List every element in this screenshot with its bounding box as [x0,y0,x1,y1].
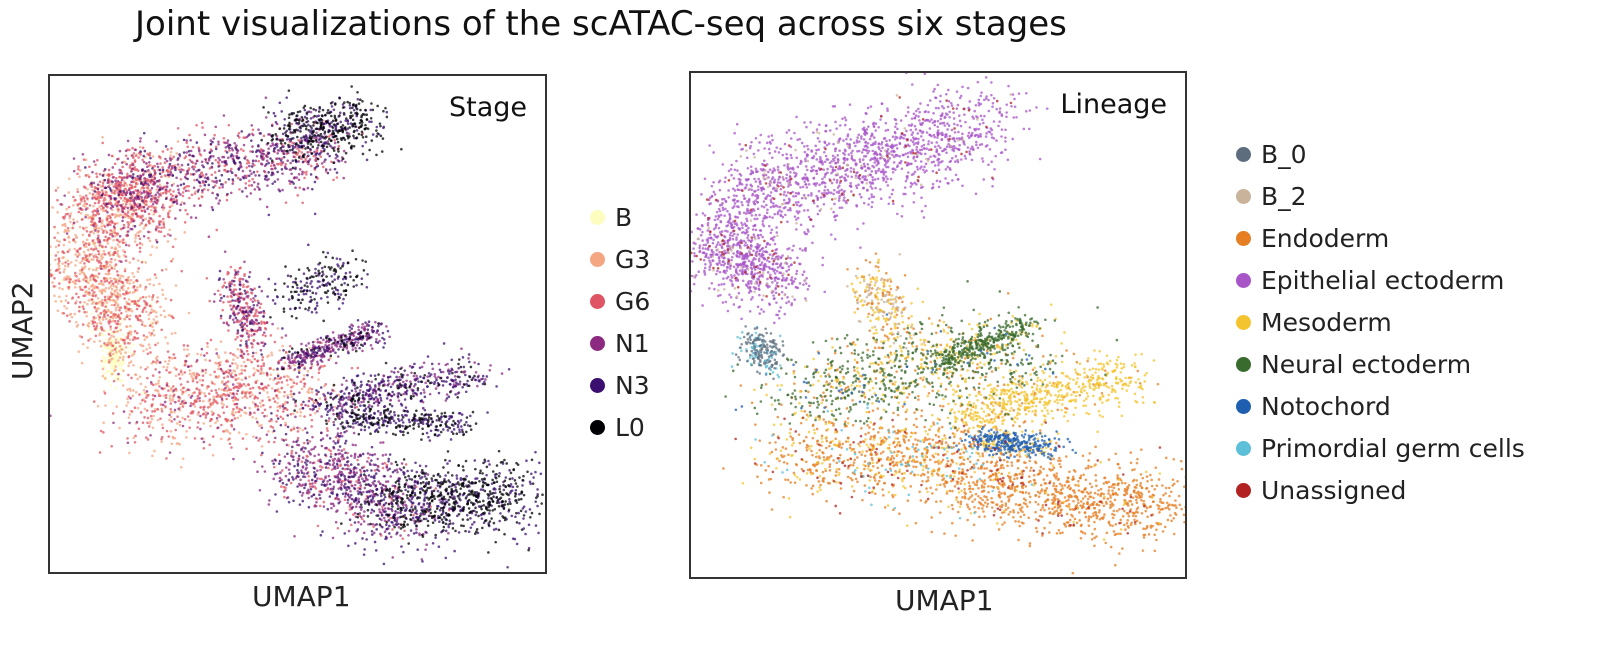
stage-y-axis-label: UMAP2 [6,281,39,380]
legend-swatch [590,251,605,267]
legend-label: N3 [615,370,650,400]
legend-label: L0 [615,412,645,442]
legend-item-neural-ectoderm: Neural ectoderm [1236,343,1525,385]
legend-label: Unassigned [1261,475,1407,505]
legend-item-endoderm: Endoderm [1236,217,1525,259]
stage-series-n1 [50,96,504,561]
lineage-series-mesoderm [741,258,1162,541]
lineage-x-axis-label: UMAP1 [895,584,994,617]
legend-item-unassigned: Unassigned [1236,469,1525,511]
legend-label: B [615,202,633,232]
legend-label: Notochord [1261,391,1391,421]
legend-swatch [590,419,605,435]
stage-umap-panel: Stage [48,74,547,574]
legend-swatch [1236,482,1251,498]
legend-item-b-2: B_2 [1236,175,1525,217]
legend-label: Endoderm [1261,223,1390,253]
legend-swatch [590,293,605,309]
legend-label: G3 [615,244,651,274]
lineage-series-b-2 [692,93,1012,350]
legend-label: B_0 [1261,139,1307,169]
lineage-umap-plot [691,73,1185,575]
legend-swatch [590,209,605,225]
legend-item-mesoderm: Mesoderm [1236,301,1525,343]
figure-title: Joint visualizations of the scATAC-seq a… [135,4,1067,44]
legend-item-notochord: Notochord [1236,385,1525,427]
lineage-series-unassigned [691,96,1162,535]
lineage-panel-label: Lineage [1060,89,1167,120]
stage-series-l0 [260,85,545,554]
legend-item-epithelial-ectoderm: Epithelial ectoderm [1236,259,1525,301]
legend-label: B_2 [1261,181,1307,211]
legend-swatch [1236,230,1251,246]
legend-item-b-0: B_0 [1236,133,1525,175]
legend-label: Neural ectoderm [1261,349,1472,379]
lineage-series-neural-ectoderm [724,280,1119,429]
lineage-legend: B_0 B_2 Endoderm Epithelial ectoderm Mesoder… [1236,133,1525,511]
legend-item-n1: N1 [590,322,650,364]
legend-item-l0: L0 [590,406,650,448]
legend-swatch [1236,146,1251,162]
legend-swatch [1236,398,1251,414]
lineage-series-endoderm [722,252,1185,575]
legend-item-n3: N3 [590,364,650,406]
legend-swatch [590,377,605,393]
legend-item-primordial-germ-cells: Primordial germ cells [1236,427,1525,469]
legend-item-g3: G3 [590,238,650,280]
legend-item-g6: G6 [590,280,650,322]
stage-panel-label: Stage [448,92,527,123]
legend-label: Mesoderm [1261,307,1392,337]
legend-item-b: B [590,196,650,238]
lineage-series-b-0 [734,325,786,381]
legend-label: G6 [615,286,651,316]
legend-label: Epithelial ectoderm [1261,265,1505,295]
legend-label: Primordial germ cells [1261,433,1525,463]
legend-swatch [590,335,605,351]
legend-swatch [1236,356,1251,372]
legend-swatch [1236,314,1251,330]
lineage-umap-panel: Lineage [689,71,1187,579]
legend-swatch [1236,440,1251,456]
stage-umap-plot [50,85,545,569]
stage-x-axis-label: UMAP1 [252,580,351,613]
stage-legend: B G3 G6 N1 N3 L0 [590,196,650,448]
legend-label: N1 [615,328,650,358]
legend-swatch [1236,272,1251,288]
legend-swatch [1236,188,1251,204]
lineage-series-primordial-germ-cells [730,325,1034,520]
